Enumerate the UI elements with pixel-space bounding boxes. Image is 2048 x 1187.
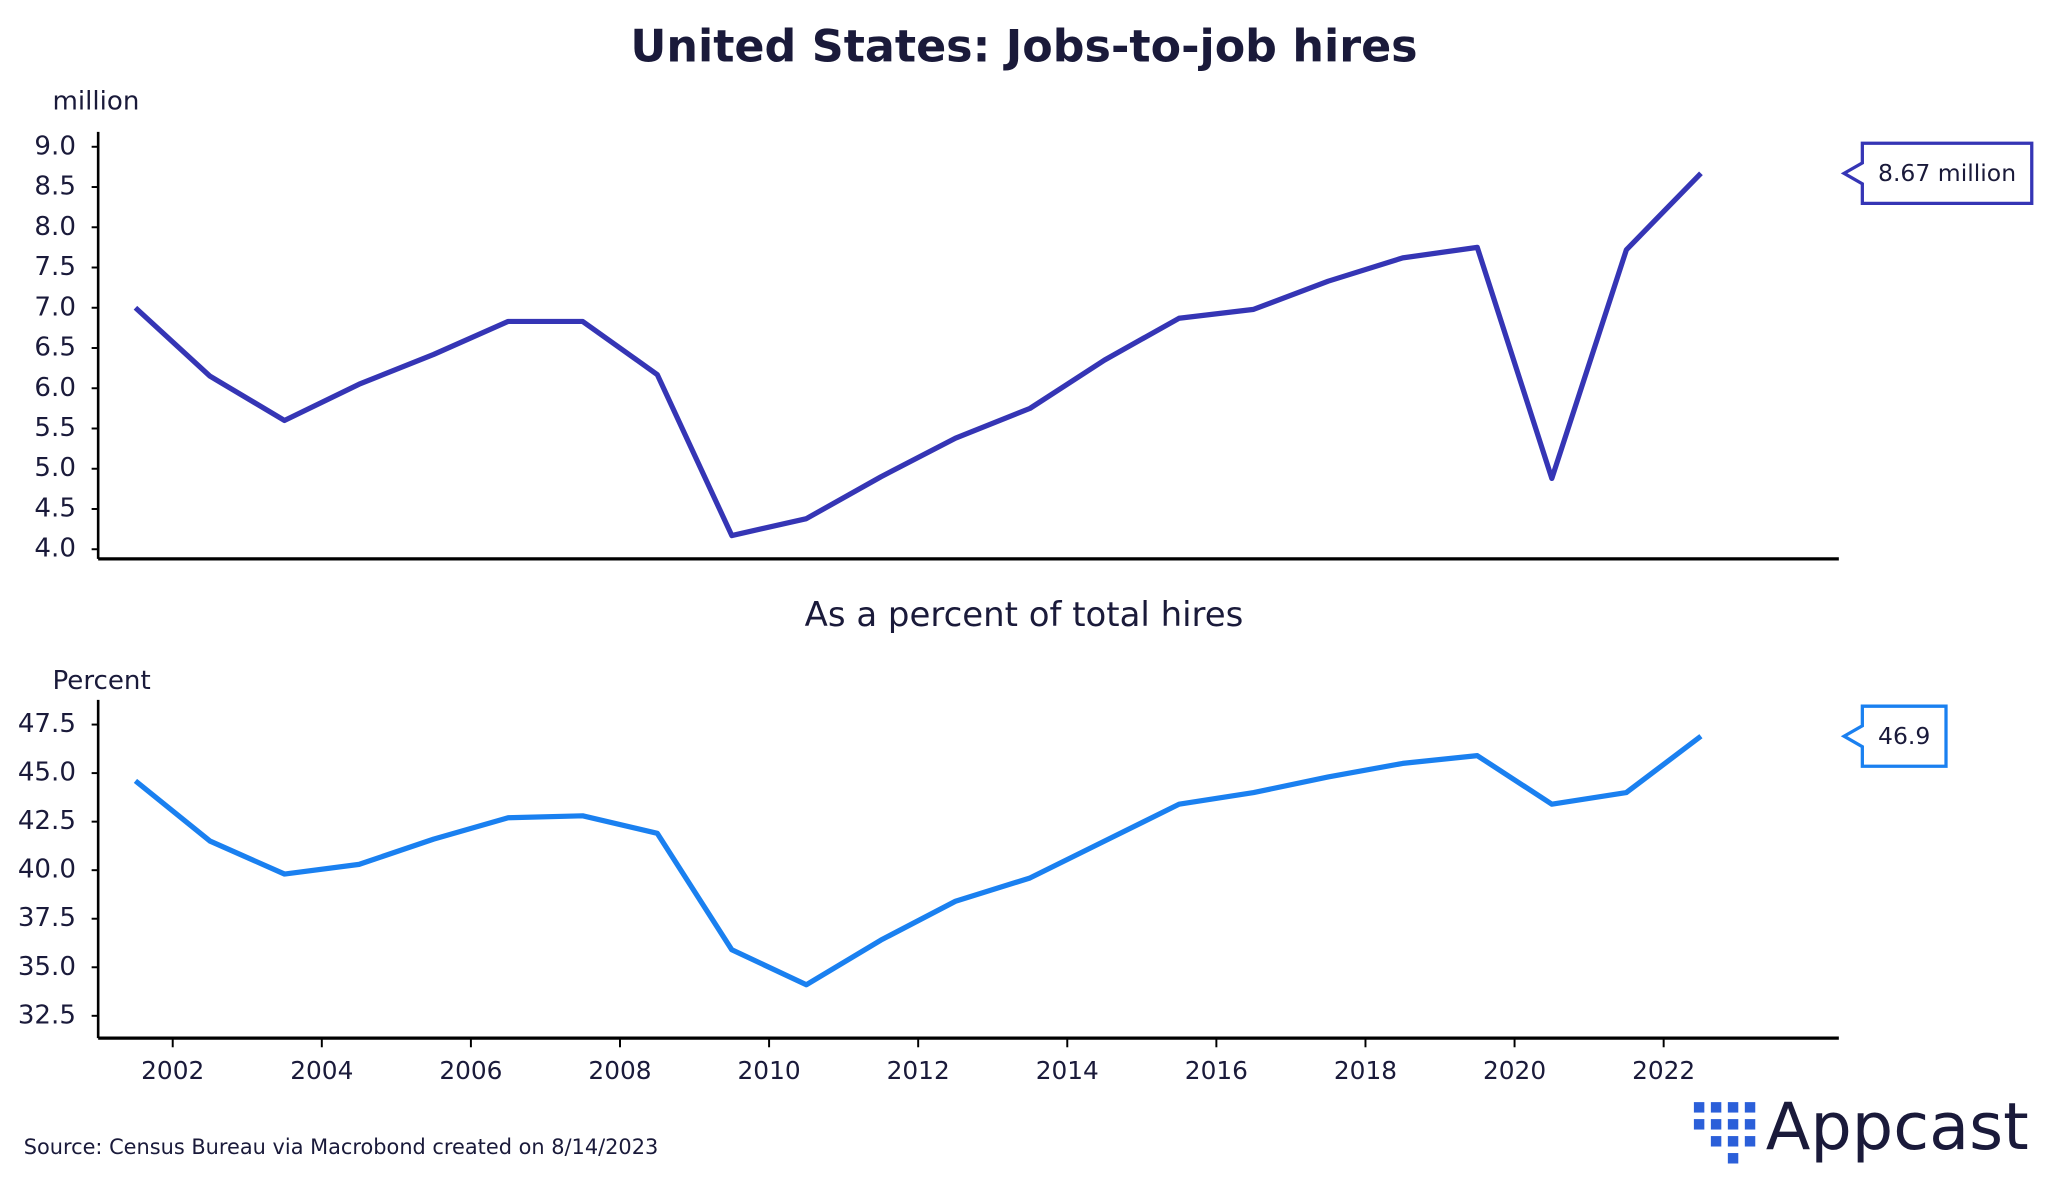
y-tick-label: 45.0 <box>18 758 76 788</box>
y-tick-label: 4.0 <box>34 534 76 564</box>
x-tick-label: 2014 <box>1036 1056 1099 1085</box>
y-tick-label: 35.0 <box>18 952 76 982</box>
x-tick-label: 2020 <box>1483 1056 1546 1085</box>
y-tick-label: 7.5 <box>34 252 76 282</box>
data-line <box>133 171 1703 539</box>
x-tick-label: 2006 <box>439 1056 502 1085</box>
x-tick-label: 2022 <box>1632 1056 1695 1085</box>
y-tick-label: 37.5 <box>18 903 76 933</box>
y-tick-label: 42.5 <box>18 806 76 836</box>
y-tick-label: 5.0 <box>34 453 76 483</box>
x-tick-label: 2004 <box>290 1056 353 1085</box>
y-tick-label: 40.0 <box>18 855 76 885</box>
y-axis-unit: Percent <box>52 666 150 696</box>
x-tick-label: 2010 <box>738 1056 801 1085</box>
source-note: Source: Census Bureau via Macrobond crea… <box>24 1135 659 1159</box>
y-tick-label: 9.0 <box>34 131 76 161</box>
y-tick-label: 47.5 <box>18 709 76 739</box>
logo-icon <box>1693 1102 1756 1164</box>
x-tick-label: 2012 <box>887 1056 950 1085</box>
callout-label: 8.67 million <box>1878 159 2016 187</box>
chart-title: United States: Jobs-to-job hires <box>630 22 1417 73</box>
data-line <box>133 734 1703 988</box>
y-tick-label: 6.5 <box>34 333 76 363</box>
logo-text: Appcast <box>1766 1089 2029 1165</box>
y-tick-label: 8.0 <box>34 212 76 242</box>
subtitle: As a percent of total hires <box>805 595 1244 635</box>
callout-box <box>1840 704 1948 768</box>
x-tick-label: 2016 <box>1185 1056 1248 1085</box>
x-tick-label: 2008 <box>588 1056 651 1085</box>
callout-label: 46.9 <box>1878 722 1930 750</box>
callout-box <box>1840 141 2034 206</box>
y-axis-unit: million <box>52 86 139 116</box>
x-tick-label: 2018 <box>1334 1056 1397 1085</box>
y-tick-label: 5.5 <box>34 413 76 443</box>
y-tick-label: 7.0 <box>34 292 76 322</box>
y-tick-label: 32.5 <box>18 1000 76 1030</box>
y-tick-label: 4.5 <box>34 493 76 523</box>
y-tick-label: 6.0 <box>34 373 76 403</box>
y-tick-label: 8.5 <box>34 172 76 202</box>
x-tick-label: 2002 <box>141 1056 204 1085</box>
